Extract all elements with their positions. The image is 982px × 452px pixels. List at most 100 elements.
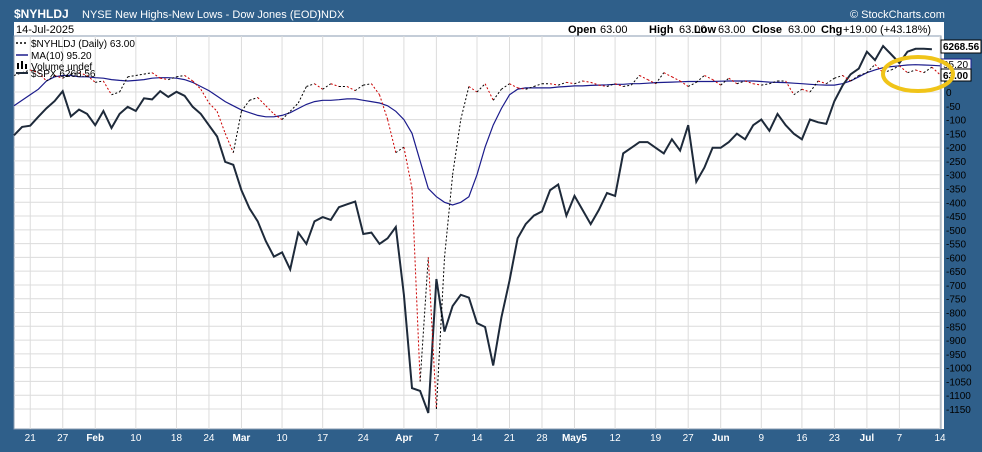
series-nyhldj-segment: [411, 188, 421, 382]
series-nyhldj-segment: [899, 65, 908, 74]
series-nyhldj-segment: [761, 83, 770, 86]
x-tick-label: 19: [650, 433, 662, 444]
series-nyhldj-segment: [281, 110, 291, 120]
series-nyhldj-segment: [184, 75, 193, 82]
series-nyhldj-segment: [915, 69, 924, 74]
series-nyhldj-segment: [858, 72, 868, 76]
x-tick-label: 14: [934, 433, 946, 444]
series-nyhldj-segment: [143, 72, 153, 75]
legend-swatch-volume: [17, 61, 27, 69]
y-tick-label: -450: [946, 212, 966, 223]
series-nyhldj-segment: [102, 80, 112, 96]
y-tick-label: -1100: [946, 391, 971, 402]
series-nyhldj-segment: [476, 83, 486, 93]
series-nyhldj-segment: [95, 80, 104, 83]
series-nyhldj-segment: [468, 86, 478, 93]
series-nyhldj-segment: [931, 66, 941, 76]
series-nyhldj-segment: [208, 102, 218, 112]
series-nyhldj-segment: [793, 88, 803, 96]
price-tag-nyhldj: 63.00: [940, 68, 972, 82]
series-nyhldj-segment: [501, 83, 510, 90]
series-nyhldj-segment: [330, 83, 340, 87]
y-axis-ticks: 0 -50 -100 -150 -200 -250 -300 -350 -400 -450 -500…: [946, 88, 972, 416]
series-nyhldj-segment: [817, 80, 827, 85]
open-label: Open: [568, 24, 596, 36]
series-nyhldj-segment: [907, 69, 916, 74]
high-label: High: [649, 24, 674, 36]
series-nyhldj-segment: [387, 119, 397, 153]
series-nyhldj-segment: [297, 86, 307, 104]
series-nyhldj-segment: [533, 83, 543, 87]
legend: $NYHLDJ (Daily) 63.00 MA(10) 95.20 Volum…: [16, 39, 135, 80]
series-nyhldj-segment: [419, 257, 429, 382]
series-nyhldj-segment: [200, 88, 210, 104]
series-nyhldj-segment: [346, 86, 356, 92]
series-nyhldj-segment: [550, 83, 559, 86]
x-tick-label: 10: [130, 433, 142, 444]
series-nyhldj-segment: [517, 87, 526, 90]
series-nyhldj-segment: [70, 72, 80, 75]
series-nyhldj-segment: [460, 86, 470, 120]
y-tick-label: 0: [946, 88, 952, 99]
series-nyhldj-segment: [354, 84, 364, 92]
series-nyhldj-segment: [273, 113, 283, 120]
y-tick-label: -900: [946, 336, 966, 347]
series-nyhldj-segment: [54, 74, 63, 79]
x-tick-label: 7: [897, 433, 903, 444]
series-nyhldj-segment: [744, 80, 754, 85]
series-nyhldj-segment: [160, 77, 169, 81]
series-nyhldj-segment: [151, 72, 161, 79]
series-nyhldj-segment: [825, 77, 835, 85]
series-nyhldj-segment: [769, 80, 778, 85]
x-tick-label: 28: [536, 433, 548, 444]
y-tick-label: -550: [946, 240, 966, 251]
series-nyhldj-segment: [606, 83, 616, 87]
x-tick-label: Feb: [86, 433, 104, 444]
series-nyhldj-segment: [834, 74, 843, 79]
low-value: 63.00: [718, 24, 746, 36]
series-nyhldj-segment: [403, 147, 413, 189]
series-nyhldj-segment: [224, 133, 234, 153]
series-nyhldj-segment: [704, 75, 713, 81]
y-tick-label: -300: [946, 171, 966, 182]
series-nyhldj-segment: [614, 83, 624, 87]
y-tick-label: -650: [946, 267, 966, 278]
series-nyhldj-segment: [679, 80, 689, 87]
price-tag-spx-text: 6268.56: [943, 42, 980, 53]
series-nyhldj-segment: [566, 81, 575, 85]
series-nyhldj-segment: [322, 83, 332, 90]
series-ma-line: [13, 64, 941, 206]
y-tick-label: -500: [946, 226, 966, 237]
series-nyhldj-segment: [314, 83, 323, 90]
series-nyhldj-segment: [590, 81, 600, 86]
x-tick-label: 14: [471, 433, 483, 444]
y-tick-label: -150: [946, 129, 966, 140]
series-nyhldj-segment: [78, 72, 88, 76]
series-nyhldj-segment: [598, 84, 608, 87]
series-nyhldj-segment: [923, 66, 933, 74]
price-tag-nyhldj-text: 63.00: [943, 71, 968, 82]
grid-lines: [14, 36, 941, 429]
series-nyhldj-segment: [257, 97, 267, 107]
series-nyhldj-segment: [842, 75, 851, 82]
y-tick-label: -800: [946, 309, 966, 320]
x-tick-label: 10: [276, 433, 288, 444]
x-tick-label: Mar: [233, 433, 251, 444]
series-nyhldj-segment: [712, 79, 721, 86]
legend-volume: Volume undef: [31, 62, 92, 73]
legend-nyhldj: $NYHLDJ (Daily) 63.00: [31, 39, 135, 50]
price-tag-spx: 6268.56: [940, 39, 982, 54]
series-nyhldj-segment: [866, 64, 876, 74]
series-nyhldj-segment: [192, 80, 202, 90]
series-nyhldj-segment: [582, 80, 591, 83]
series-nyhldj-segment: [127, 74, 136, 78]
x-tick-label: 16: [796, 433, 808, 444]
series-lines: [13, 44, 941, 414]
x-tick-label: 12: [610, 433, 622, 444]
date-label: 14-Jul-2025: [16, 24, 74, 36]
y-tick-label: -50: [946, 102, 961, 113]
x-tick-label: May5: [562, 433, 587, 444]
highlight-circle: [881, 55, 955, 93]
